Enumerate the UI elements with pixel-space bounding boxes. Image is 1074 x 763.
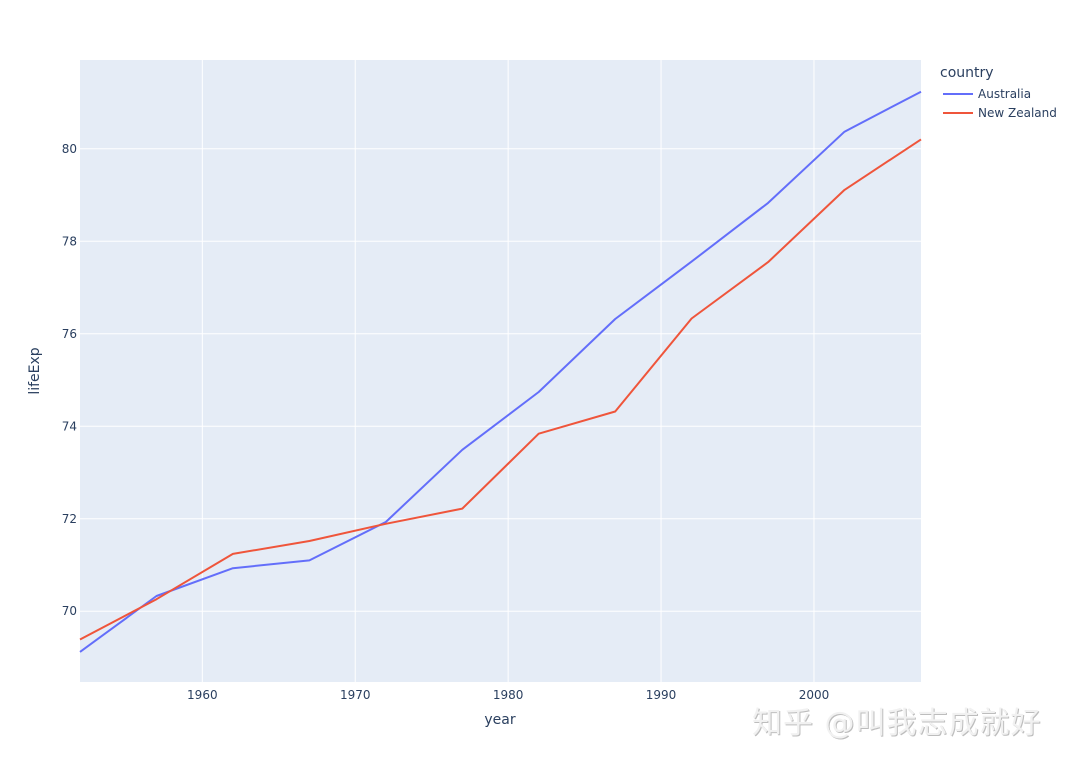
legend-label: Australia — [978, 86, 1032, 101]
x-tick-label: 1960 — [187, 688, 218, 702]
x-tick-label: 2000 — [799, 688, 830, 702]
x-axis-ticks: 1960 1970 1980 1990 2000 — [187, 688, 829, 702]
gridlines — [80, 60, 921, 682]
line-swatch-icon — [943, 111, 973, 114]
plot-area — [80, 60, 921, 682]
legend-item-australia[interactable]: Australia — [943, 84, 1057, 103]
legend-item-new-zealand[interactable]: New Zealand — [943, 103, 1057, 122]
series-line-australia[interactable] — [79, 90, 922, 653]
legend: country Australia New Zealand — [940, 65, 1057, 122]
y-tick-label: 70 — [62, 604, 77, 618]
series-line-new-zealand[interactable] — [79, 138, 922, 641]
x-axis-title: year — [484, 712, 515, 728]
legend-title: country — [940, 65, 994, 81]
x-tick-label: 1980 — [493, 688, 524, 702]
line-swatch-icon — [943, 92, 973, 95]
x-tick-label: 1970 — [340, 688, 371, 702]
y-tick-label: 74 — [62, 419, 77, 433]
y-tick-label: 80 — [62, 142, 77, 156]
data-lines — [79, 90, 922, 653]
x-tick-label: 1990 — [646, 688, 677, 702]
y-tick-label: 76 — [62, 327, 77, 341]
watermark: 知乎 @叫我志成就好 — [752, 706, 1042, 741]
y-tick-label: 78 — [62, 234, 77, 248]
y-axis-title: lifeExp — [27, 347, 43, 394]
y-axis-ticks: 70 72 74 76 78 80 — [62, 142, 77, 618]
legend-label: New Zealand — [978, 105, 1057, 120]
y-tick-label: 72 — [62, 512, 77, 526]
